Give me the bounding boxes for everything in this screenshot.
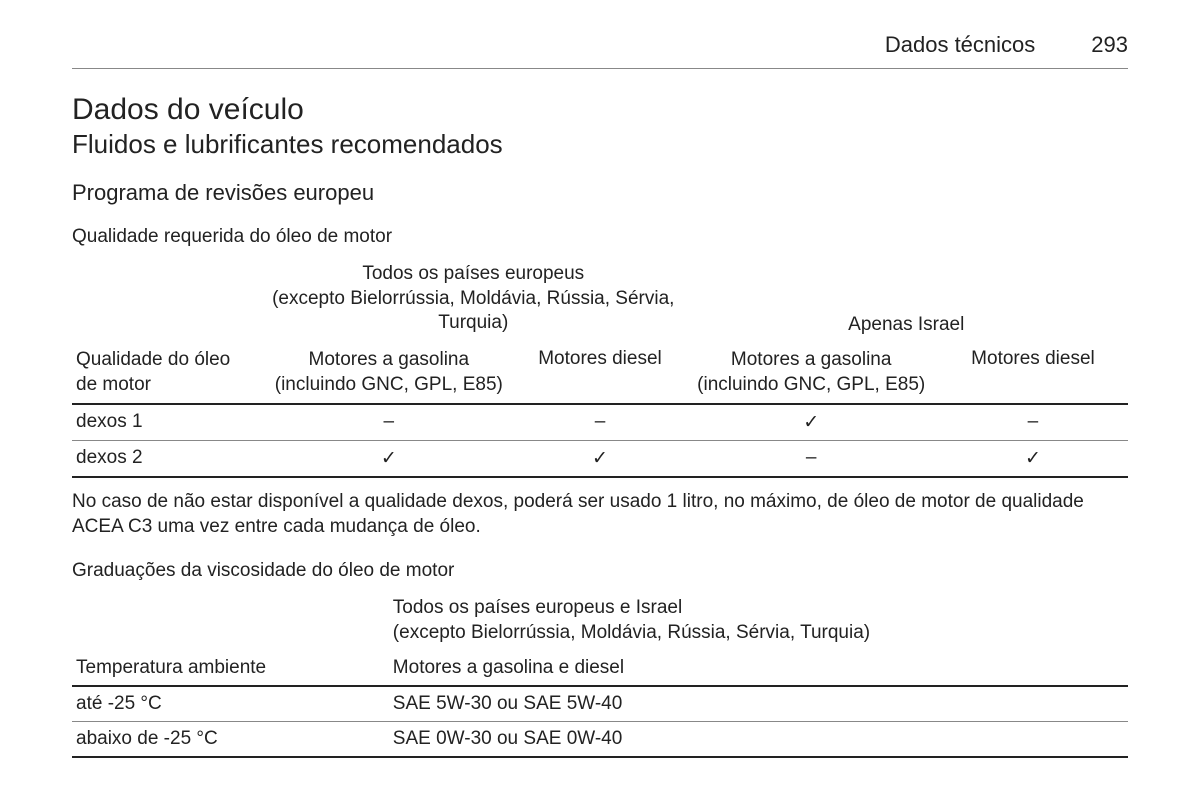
heading-2: Fluidos e lubrificantes recomendados bbox=[72, 129, 1128, 160]
section-title: Dados técnicos bbox=[885, 32, 1035, 58]
label-text: de motor bbox=[76, 374, 151, 395]
table-row: Qualidade do óleo de motor Motores a gas… bbox=[72, 342, 1128, 404]
heading-3: Programa de revisões europeu bbox=[72, 180, 1128, 206]
label-text: Motores a gasolina bbox=[309, 349, 470, 370]
row-header-label: Qualidade do óleo de motor bbox=[72, 342, 262, 404]
cell-value: ✓ bbox=[938, 441, 1128, 478]
table-row: dexos 1 – – ✓ – bbox=[72, 404, 1128, 441]
cell-value: – bbox=[516, 404, 685, 441]
page-header: Dados técnicos 293 bbox=[72, 32, 1128, 69]
oil-viscosity-table: Todos os países europeus e Israel (excep… bbox=[72, 590, 1128, 758]
column-header-gas-eu: Motores a gasolina (incluindo GNC, GPL, … bbox=[262, 342, 515, 404]
cell-value: – bbox=[938, 404, 1128, 441]
column-header-diesel-il: Motores diesel bbox=[938, 342, 1128, 404]
group-label: Todos os países europeus bbox=[362, 263, 584, 284]
table1-title: Qualidade requerida do óleo de motor bbox=[72, 226, 1128, 248]
group-sublabel: (excepto Bielorrússia, Moldávia, Rússia,… bbox=[272, 288, 674, 334]
column-header: Motores a gasolina e diesel bbox=[389, 651, 1128, 686]
table-row: Temperatura ambiente Motores a gasolina … bbox=[72, 651, 1128, 686]
row-header-label: Temperatura ambiente bbox=[72, 651, 389, 686]
column-group: Todos os países europeus e Israel (excep… bbox=[389, 590, 1128, 651]
heading-1: Dados do veículo bbox=[72, 93, 1128, 127]
label-text: Qualidade do óleo bbox=[76, 349, 230, 370]
oil-quality-table: Todos os países europeus (excepto Bielor… bbox=[72, 256, 1128, 478]
cell-value: ✓ bbox=[262, 441, 515, 478]
cell-value: – bbox=[262, 404, 515, 441]
cell-value: SAE 0W-30 ou SAE 0W-40 bbox=[389, 722, 1128, 758]
label-text: (incluindo GNC, GPL, E85) bbox=[697, 374, 925, 395]
label-text: Motores a gasolina bbox=[731, 349, 892, 370]
cell-value: ✓ bbox=[516, 441, 685, 478]
table-row: até -25 °C SAE 5W-30 ou SAE 5W-40 bbox=[72, 686, 1128, 722]
row-label: abaixo de -25 °C bbox=[72, 722, 389, 758]
table2-title: Graduações da viscosidade do óleo de mot… bbox=[72, 560, 1128, 582]
cell-value: – bbox=[684, 441, 937, 478]
group-sublabel: (excepto Bielorrússia, Moldávia, Rússia,… bbox=[393, 622, 870, 643]
note-text: No caso de não estar disponível a qualid… bbox=[72, 490, 1128, 539]
table-row: Todos os países europeus e Israel (excep… bbox=[72, 590, 1128, 651]
column-header-gas-il: Motores a gasolina (incluindo GNC, GPL, … bbox=[684, 342, 937, 404]
page-number: 293 bbox=[1091, 32, 1128, 58]
column-header-diesel-eu: Motores diesel bbox=[516, 342, 685, 404]
table-row: abaixo de -25 °C SAE 0W-30 ou SAE 0W-40 bbox=[72, 722, 1128, 758]
table-row: dexos 2 ✓ ✓ – ✓ bbox=[72, 441, 1128, 478]
group-label: Todos os países europeus e Israel bbox=[393, 597, 682, 618]
cell-value: SAE 5W-30 ou SAE 5W-40 bbox=[389, 686, 1128, 722]
table-row: Todos os países europeus (excepto Bielor… bbox=[72, 256, 1128, 342]
cell-value: ✓ bbox=[684, 404, 937, 441]
row-label: dexos 1 bbox=[72, 404, 262, 441]
row-label: dexos 2 bbox=[72, 441, 262, 478]
column-group-europe: Todos os países europeus (excepto Bielor… bbox=[262, 256, 684, 342]
label-text: (incluindo GNC, GPL, E85) bbox=[275, 374, 503, 395]
column-group-israel: Apenas Israel bbox=[684, 256, 1128, 342]
row-label: até -25 °C bbox=[72, 686, 389, 722]
